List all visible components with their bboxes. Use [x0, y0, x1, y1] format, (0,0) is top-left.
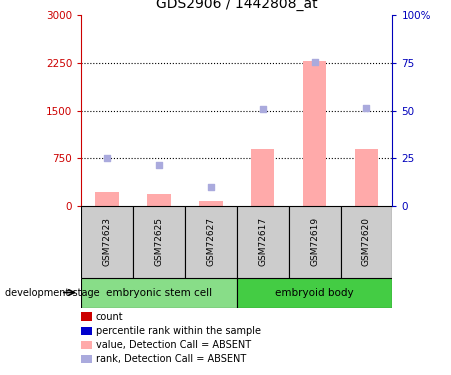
Bar: [289, 206, 341, 278]
Point: [311, 60, 318, 66]
Text: percentile rank within the sample: percentile rank within the sample: [96, 326, 261, 336]
Text: GSM72617: GSM72617: [258, 217, 267, 266]
Point: [207, 184, 214, 190]
Bar: [355, 149, 378, 206]
Bar: [81, 278, 237, 308]
Text: value, Detection Call = ABSENT: value, Detection Call = ABSENT: [96, 340, 251, 350]
Bar: [147, 194, 170, 206]
Text: embryonic stem cell: embryonic stem cell: [106, 288, 212, 297]
Bar: [199, 201, 222, 206]
Bar: [237, 206, 289, 278]
Point: [259, 106, 266, 112]
Text: GSM72625: GSM72625: [155, 217, 163, 266]
Title: GDS2906 / 1442808_at: GDS2906 / 1442808_at: [156, 0, 318, 11]
Text: GSM72623: GSM72623: [103, 217, 111, 266]
Text: rank, Detection Call = ABSENT: rank, Detection Call = ABSENT: [96, 354, 246, 364]
Bar: [81, 206, 133, 278]
Bar: [251, 149, 274, 206]
Text: GSM72627: GSM72627: [207, 217, 215, 266]
Bar: [96, 192, 119, 206]
Point: [155, 162, 162, 168]
Text: count: count: [96, 312, 123, 321]
Text: GSM72619: GSM72619: [310, 217, 319, 266]
Text: embryoid body: embryoid body: [275, 288, 354, 297]
Point: [103, 155, 110, 161]
Bar: [303, 61, 326, 206]
Bar: [237, 278, 392, 308]
Bar: [133, 206, 185, 278]
Bar: [185, 206, 237, 278]
Point: [363, 105, 370, 111]
Bar: [341, 206, 392, 278]
Text: GSM72620: GSM72620: [362, 217, 371, 266]
Text: development stage: development stage: [5, 288, 99, 297]
